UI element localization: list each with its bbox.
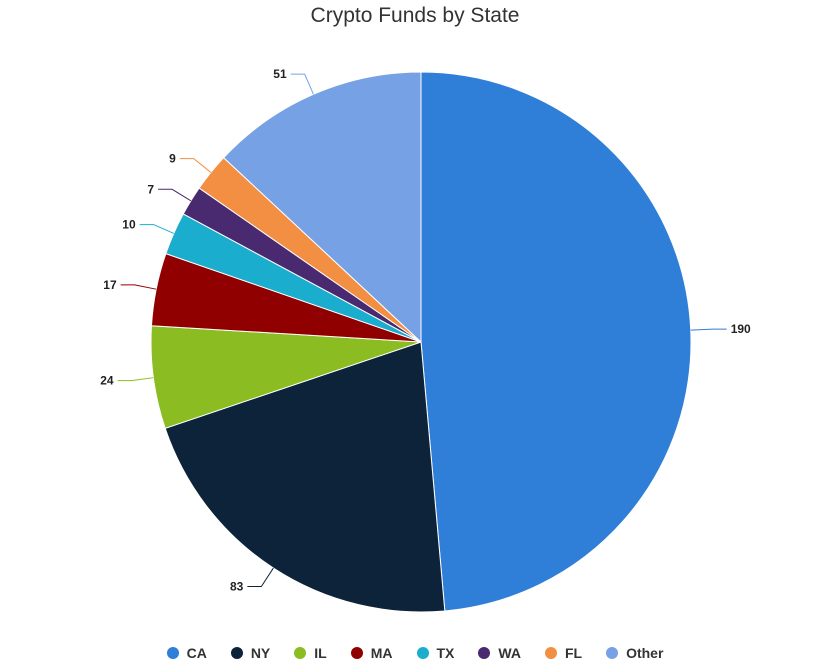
legend-marker-icon xyxy=(606,647,619,659)
legend-label: TX xyxy=(436,645,455,661)
data-label-other: 51 xyxy=(273,67,287,81)
connector-line-fl xyxy=(179,158,212,173)
pie-chart: 190 83 24 17 10 7 9 51 xyxy=(100,67,751,613)
legend-marker-icon xyxy=(478,647,491,659)
legend-item-fl[interactable]: FL xyxy=(544,645,583,661)
data-label-il: 24 xyxy=(100,374,114,388)
pie-slice-ca[interactable] xyxy=(420,71,692,612)
legend-label: IL xyxy=(314,645,327,661)
pie-slice-ny[interactable] xyxy=(164,341,446,613)
legend-item-tx[interactable]: TX xyxy=(416,645,455,661)
pie-slice-other[interactable] xyxy=(222,71,422,344)
legend-marker-icon xyxy=(416,647,429,659)
legend-marker-icon xyxy=(166,647,179,659)
connector-line-ma xyxy=(120,284,157,290)
chart-title: Crypto Funds by State xyxy=(310,4,520,27)
connector-line-ny xyxy=(247,567,274,587)
connector-line-ca xyxy=(690,328,727,331)
legend-label: CA xyxy=(186,645,207,661)
legend-label: WA xyxy=(498,645,521,661)
legend-item-ny[interactable]: NY xyxy=(230,645,271,661)
legend-marker-icon xyxy=(544,647,557,659)
legend-item-il[interactable]: IL xyxy=(294,645,327,661)
legend-item-ma[interactable]: MA xyxy=(350,645,393,661)
legend-marker-icon xyxy=(230,647,243,659)
legend-item-ca[interactable]: CA xyxy=(166,645,207,661)
legend-item-wa[interactable]: WA xyxy=(478,645,521,661)
connector-line-other xyxy=(290,73,314,95)
data-label-ny: 83 xyxy=(230,579,244,593)
legend-label: NY xyxy=(250,645,271,661)
legend-marker-icon xyxy=(350,647,363,659)
legend-label: FL xyxy=(564,645,583,661)
data-label-ma: 17 xyxy=(103,278,117,292)
data-label-fl: 9 xyxy=(169,152,176,166)
chart-legend: CA NY IL MA TX WA FL Other xyxy=(0,640,830,666)
legend-marker-icon xyxy=(294,647,307,659)
connector-line-wa xyxy=(158,188,192,202)
legend-label: Other xyxy=(626,645,664,661)
data-label-tx: 10 xyxy=(122,218,136,232)
connector-line-tx xyxy=(139,224,174,234)
data-label-wa: 7 xyxy=(147,182,154,196)
connector-line-il xyxy=(117,377,154,382)
legend-label: MA xyxy=(370,645,393,661)
legend-item-other[interactable]: Other xyxy=(606,645,663,661)
data-label-ca: 190 xyxy=(731,322,751,336)
